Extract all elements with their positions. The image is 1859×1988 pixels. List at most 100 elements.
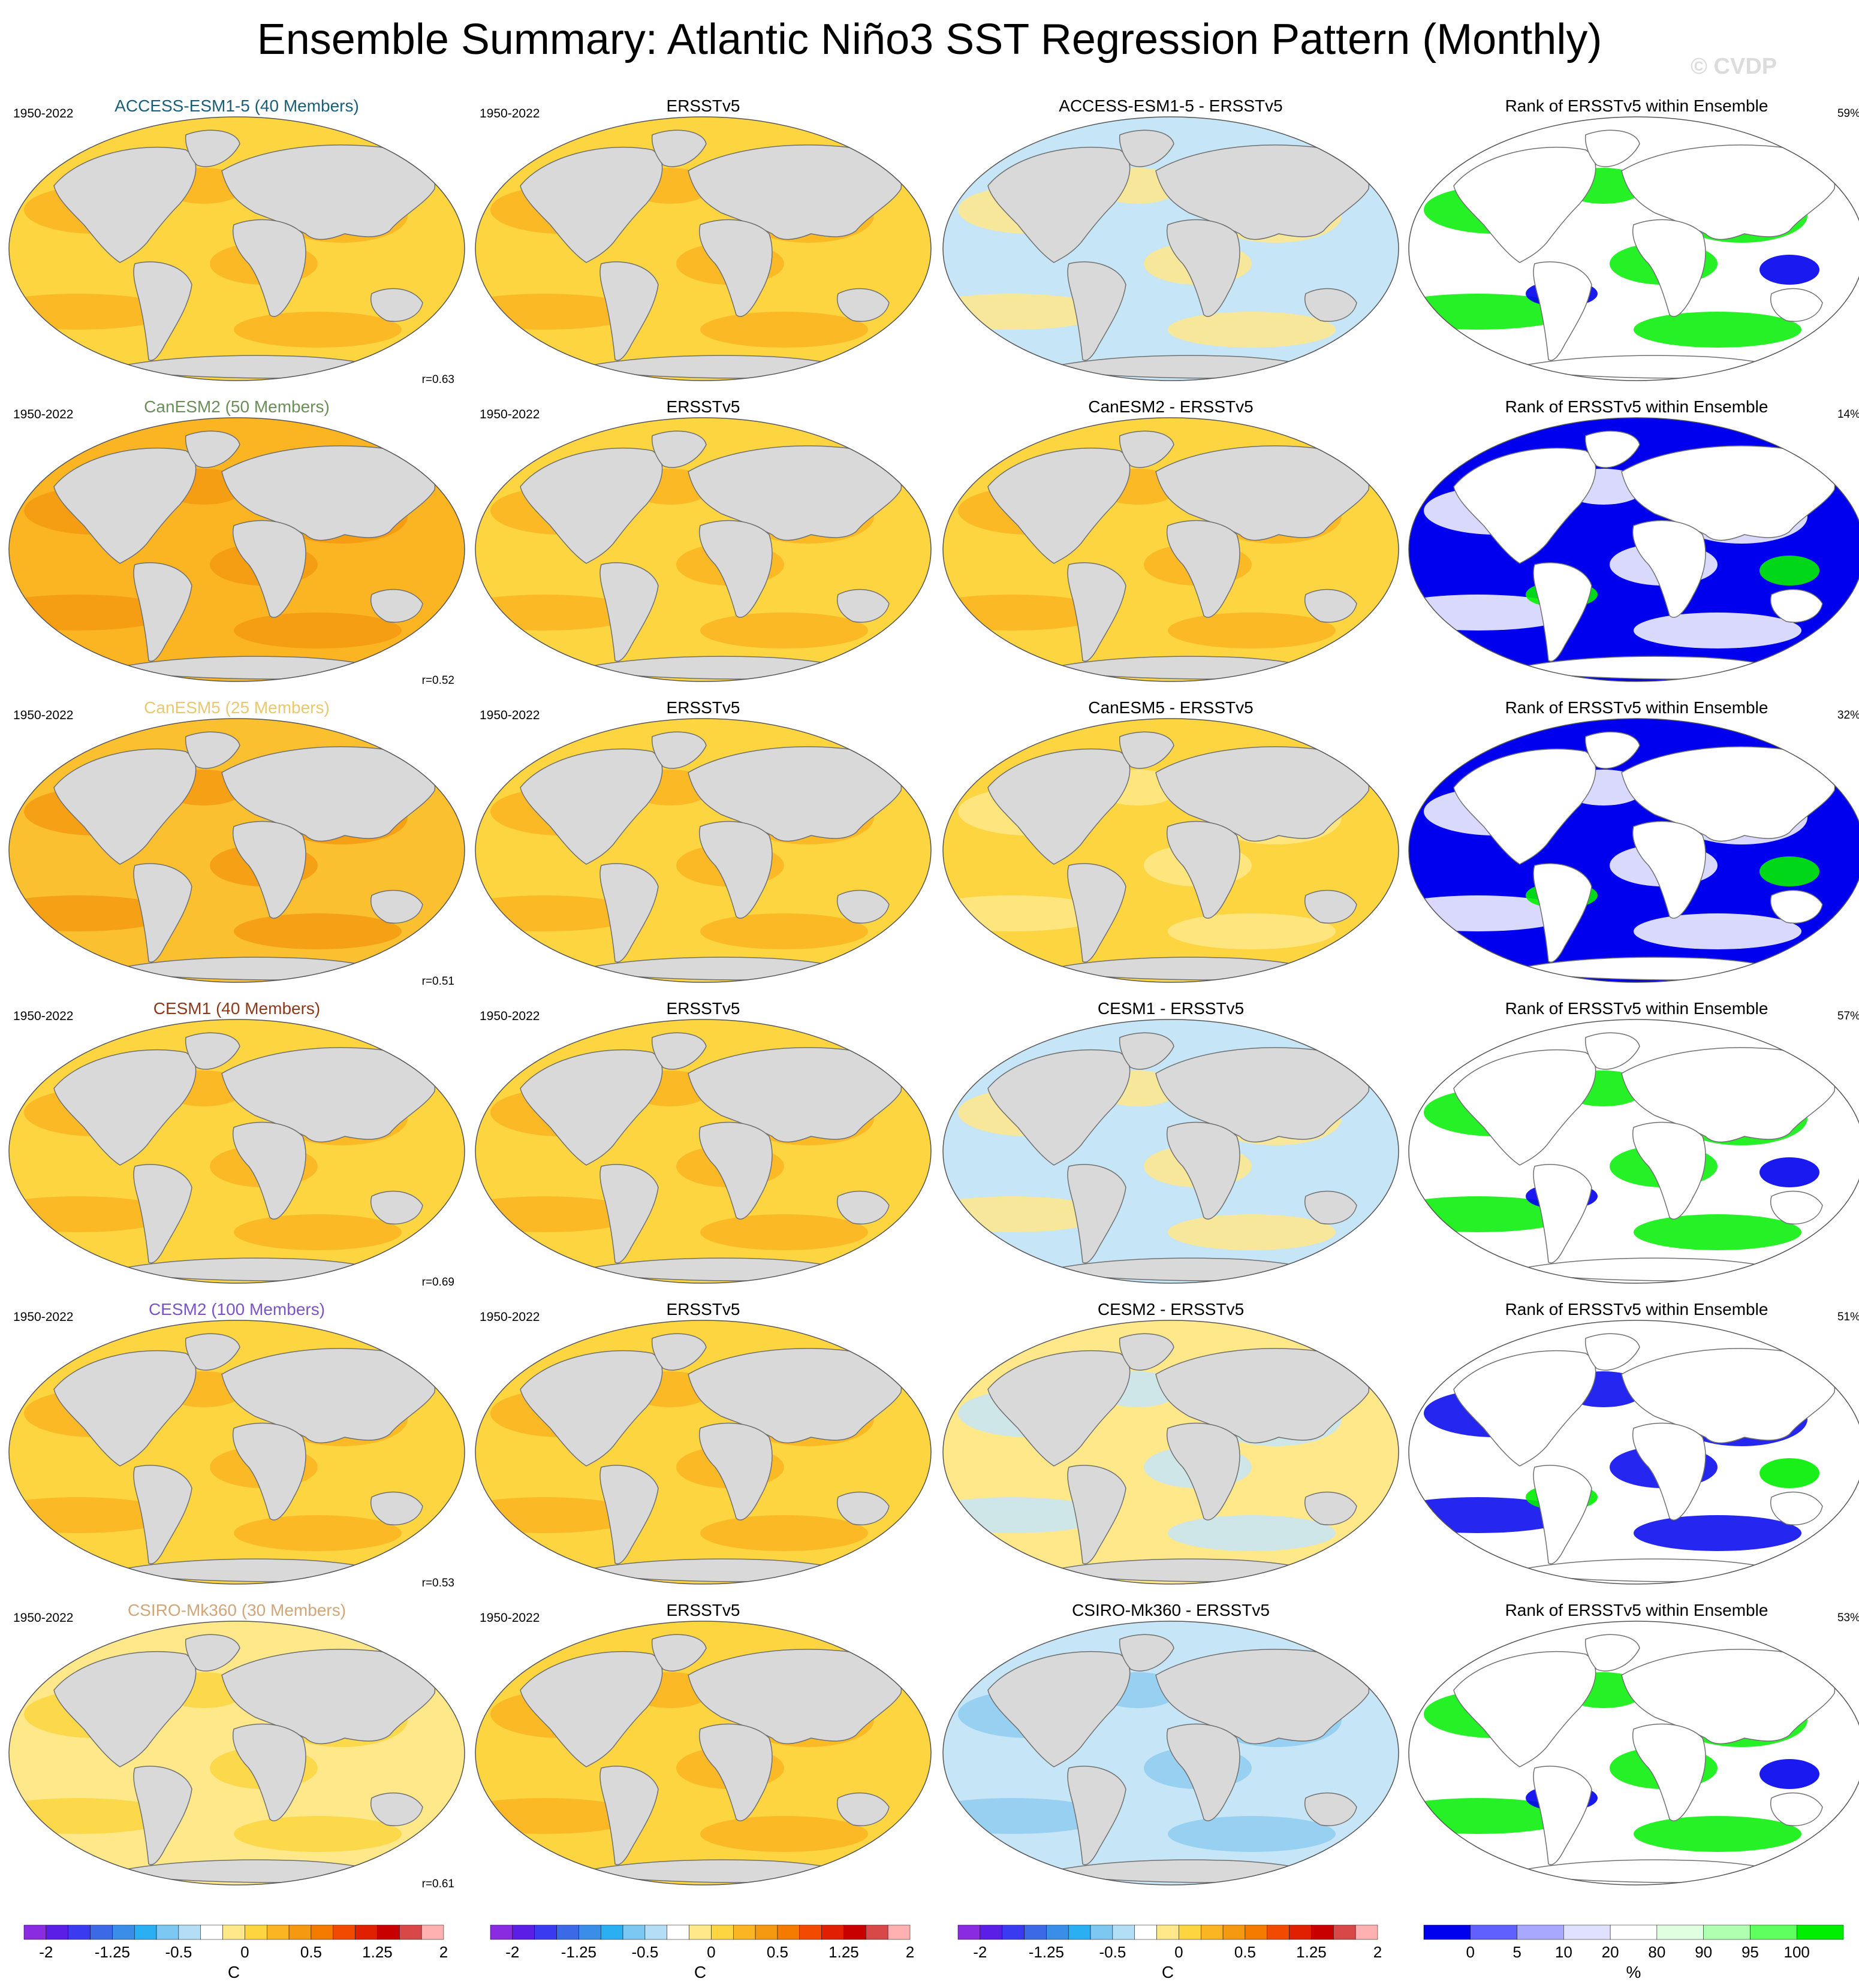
colorbar-swatch — [1563, 1924, 1611, 1940]
field-patch — [700, 1515, 868, 1551]
north-america-landmass — [520, 447, 663, 564]
observation-pattern-panel: ERSSTv5 1950-2022 — [472, 698, 934, 997]
south-america-landmass — [1067, 863, 1126, 963]
south-america-landmass — [599, 863, 659, 963]
field-patch — [1168, 1515, 1336, 1551]
colorbar-swatch — [777, 1924, 800, 1940]
model-sst-map — [8, 116, 465, 381]
south-america-landmass — [133, 1164, 192, 1263]
model-pattern-panel: CESM2 (100 Members) 1950-2022 r=0.53 — [6, 1299, 468, 1599]
colorbar-swatch — [579, 1924, 601, 1940]
eurasia-landmass — [221, 1047, 436, 1143]
north-america-landmass — [53, 1350, 197, 1467]
africa-landmass — [699, 1422, 773, 1521]
difference-pattern-panel: ACCESS-ESM1-5 - ERSSTv5 — [940, 96, 1402, 396]
colorbar-unit-label: C — [1162, 1963, 1174, 1981]
africa-landmass — [233, 1723, 306, 1821]
observation-period-label: 1950-2022 — [480, 107, 540, 120]
greenland-landmass — [1584, 1634, 1640, 1672]
australia-landmass — [1304, 1792, 1357, 1826]
map-border — [8, 1019, 465, 1284]
colorbar-tick-label: 100 — [1784, 1943, 1810, 1961]
map-border — [475, 1621, 932, 1886]
field-patch — [1168, 1214, 1336, 1250]
rank-percent-label: 59% — [1837, 107, 1859, 120]
field-patch — [1634, 913, 1801, 949]
rank-panel-title: Rank of ERSSTv5 within Ensemble — [1505, 999, 1768, 1018]
pattern-correlation-label: r=0.63 — [421, 373, 454, 386]
colorbar-tick-label: 1.25 — [362, 1943, 393, 1961]
model-sst-map — [8, 718, 465, 983]
map-border — [475, 718, 932, 983]
colorbar-tick-label: 0.5 — [1234, 1943, 1256, 1961]
rank-panel: Rank of ERSSTv5 within Ensemble 53% — [1406, 1600, 1859, 1900]
colorbar-tick-label: 0 — [240, 1943, 249, 1961]
map-border — [1408, 1621, 1859, 1886]
eurasia-landmass — [221, 1348, 436, 1444]
difference-pattern-panel: CanESM5 - ERSSTv5 — [940, 698, 1402, 997]
field-patch — [1168, 913, 1336, 949]
australia-landmass — [370, 288, 423, 322]
greenland-landmass — [185, 1333, 240, 1371]
difference-sst-map — [942, 1019, 1399, 1284]
figure-title: Ensemble Summary: Atlantic Niño3 SST Reg… — [257, 16, 1602, 64]
africa-landmass — [233, 520, 306, 618]
rank-percent-label: 14% — [1837, 408, 1859, 421]
model-period-label: 1950-2022 — [13, 708, 74, 722]
field-patch — [234, 312, 402, 348]
colorbar-swatch — [1024, 1924, 1047, 1940]
map-border — [1408, 1320, 1859, 1585]
rank-percent-label: 32% — [1837, 709, 1859, 722]
model-period-label: 1950-2022 — [13, 1611, 74, 1625]
north-america-landmass — [53, 447, 197, 564]
south-america-landmass — [1067, 1164, 1126, 1263]
greenland-landmass — [185, 731, 240, 769]
greenland-landmass — [1119, 1333, 1174, 1371]
observation-panel-title: ERSSTv5 — [666, 1300, 740, 1319]
colorbar-swatch — [1090, 1924, 1113, 1940]
colorbar-swatch — [1222, 1924, 1246, 1940]
sst-colorbar-model: -2 -1.25 -0.5 0 0.5 1.25 2 C — [23, 1924, 448, 1985]
model-sst-map — [8, 1019, 465, 1284]
field-patch — [234, 613, 402, 648]
colorbar-swatch — [1245, 1924, 1268, 1940]
observation-pattern-panel: ERSSTv5 1950-2022 — [472, 1299, 934, 1599]
field-patch-secondary — [1759, 1458, 1819, 1488]
observation-sst-map — [475, 1621, 932, 1886]
eurasia-landmass — [221, 445, 436, 541]
eurasia-landmass — [688, 1348, 902, 1444]
africa-landmass — [233, 1422, 306, 1521]
north-america-landmass — [53, 146, 197, 263]
australia-landmass — [837, 288, 890, 322]
australia-landmass — [370, 1190, 423, 1224]
observation-panel-title: ERSSTv5 — [666, 1601, 740, 1619]
south-america-landmass — [599, 1465, 659, 1564]
colorbar-swatch — [267, 1924, 290, 1940]
field-patch-secondary — [1759, 255, 1819, 285]
model-pattern-panel: CanESM5 (25 Members) 1950-2022 r=0.51 — [6, 698, 468, 997]
australia-landmass — [837, 1190, 890, 1224]
australia-landmass — [837, 1792, 890, 1826]
north-america-landmass — [520, 748, 663, 865]
field-patch-secondary — [1759, 1759, 1819, 1789]
africa-landmass — [1167, 520, 1240, 618]
greenland-landmass — [1119, 731, 1174, 769]
colorbar-swatch — [355, 1924, 378, 1940]
africa-landmass — [233, 820, 306, 919]
colorbar-swatch — [622, 1924, 646, 1940]
colorbar-swatch — [512, 1924, 535, 1940]
map-border — [1408, 718, 1859, 983]
field-patch — [1634, 312, 1801, 348]
field-patch — [234, 1515, 402, 1551]
colorbar-swatch — [1311, 1924, 1334, 1940]
africa-landmass — [1632, 1422, 1706, 1521]
rank-panel: Rank of ERSSTv5 within Ensemble 51% — [1406, 1299, 1859, 1599]
colorbar-tick-label: 1.25 — [828, 1943, 859, 1961]
field-patch — [234, 1816, 402, 1852]
cvdp-watermark: © CVDP — [1691, 54, 1777, 79]
africa-landmass — [1632, 520, 1706, 618]
colorbar-swatch — [90, 1924, 113, 1940]
greenland-landmass — [651, 1032, 707, 1070]
colorbar-swatch — [1068, 1924, 1091, 1940]
model-period-label: 1950-2022 — [13, 408, 74, 421]
